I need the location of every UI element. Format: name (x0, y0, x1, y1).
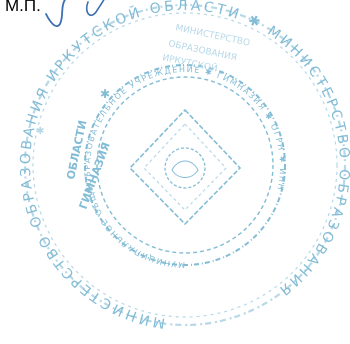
svg-text:✱: ✱ (100, 87, 110, 101)
svg-text:МУНИЦИПАЛЬНОЕ ОБЩЕОБРАЗОВАТЕЛЬ: МУНИЦИПАЛЬНОЕ ОБЩЕОБРАЗОВАТЕЛЬНОЕ УЧРЕЖД… (83, 65, 287, 269)
svg-text:✱: ✱ (36, 126, 44, 137)
stamp-place-label: М.П. (5, 0, 41, 15)
